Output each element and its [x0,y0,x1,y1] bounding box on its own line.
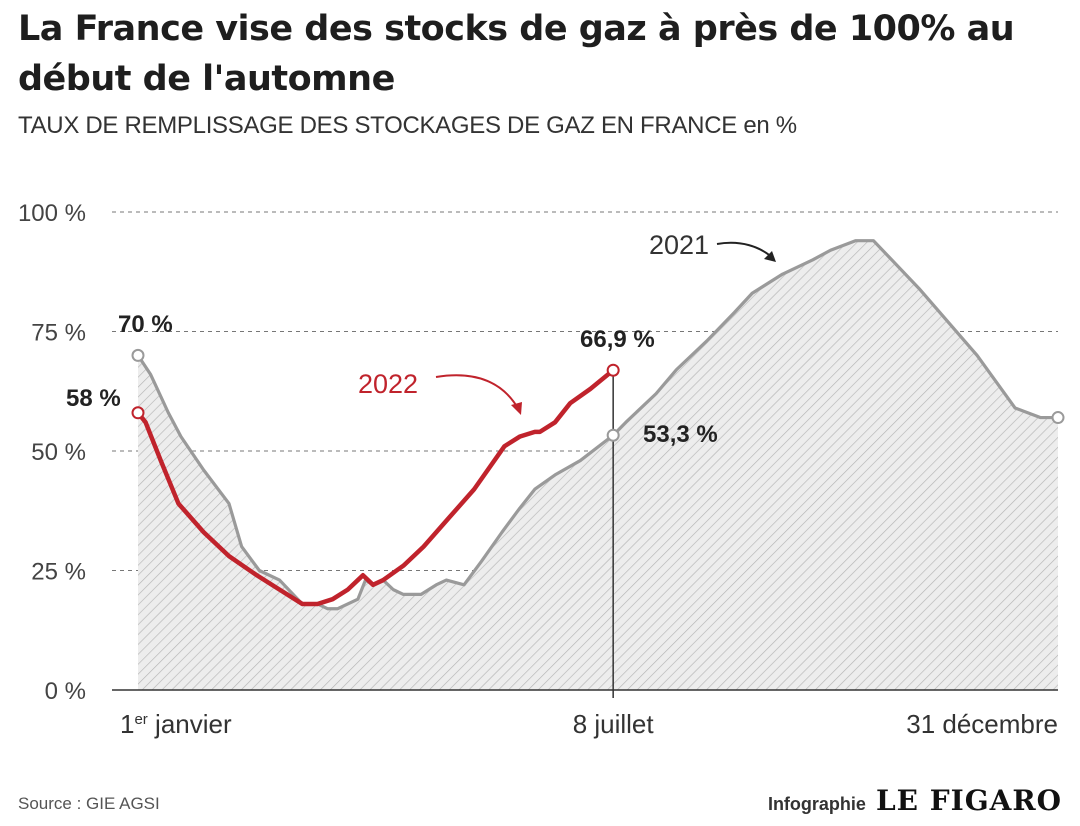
y-tick-label-50: 50 % [31,439,86,466]
x-tick-label-july: 8 juillet [573,709,655,739]
series-name-2022: 2022 [358,369,418,399]
y-tick-label-75: 75 % [31,320,86,347]
credit: Infographie LE FIGARO [768,784,1062,817]
x-tick-label-end: 31 décembre [906,709,1058,739]
y-tick-label-25: 25 % [31,559,86,586]
arrow-2022 [435,374,520,411]
le-figaro-logo: LE FIGARO [875,784,1062,817]
source-note: Source : GIE AGSI [18,794,160,813]
subtitle-unit: en % [743,112,797,139]
point-2021-july [606,428,620,442]
point-2022-end [606,363,620,377]
labels: 0 % 25 % 50 % 75 % 100 % 70 % 58 % 66,9 % 53,3 %… [18,200,1058,739]
area-2021 [138,240,1058,690]
subtitle-text: TAUX DE REMPLISSAGE DES STOCKAGES DE GAZ… [18,112,737,139]
annotation-2021-start: 70 % [118,311,173,338]
series-name-2021: 2021 [649,230,709,260]
annotation-2022-july: 66,9 % [580,326,655,353]
arrowhead-2022 [511,402,522,415]
gas-storage-chart: 0 % 25 % 50 % 75 % 100 % 70 % 58 % 66,9 % 53,3 %… [18,200,1065,739]
point-2021-start [131,348,145,362]
area-fill [138,240,1058,690]
annotation-2021-july: 53,3 % [643,421,718,448]
series-lines [131,239,1065,611]
credit-label: Infographie [767,794,866,814]
chart-title: La France vise des stocks de gaz à près … [18,9,1015,99]
y-tick-label-100: 100 % [18,200,86,227]
arrow-2021 [716,241,775,260]
point-2022-start [131,406,145,420]
series-line-2021 [136,239,1058,611]
arrowhead-2021 [764,251,776,262]
point-2021-end [1051,411,1065,425]
y-tick-label-0: 0 % [45,678,86,705]
chart-subtitle: TAUX DE REMPLISSAGE DES STOCKAGES DE GAZ… [18,112,797,140]
series-line-2022 [136,368,615,607]
x-tick-label-start: 1er janvier [120,709,232,739]
annotation-2022-start: 58 % [66,385,121,412]
